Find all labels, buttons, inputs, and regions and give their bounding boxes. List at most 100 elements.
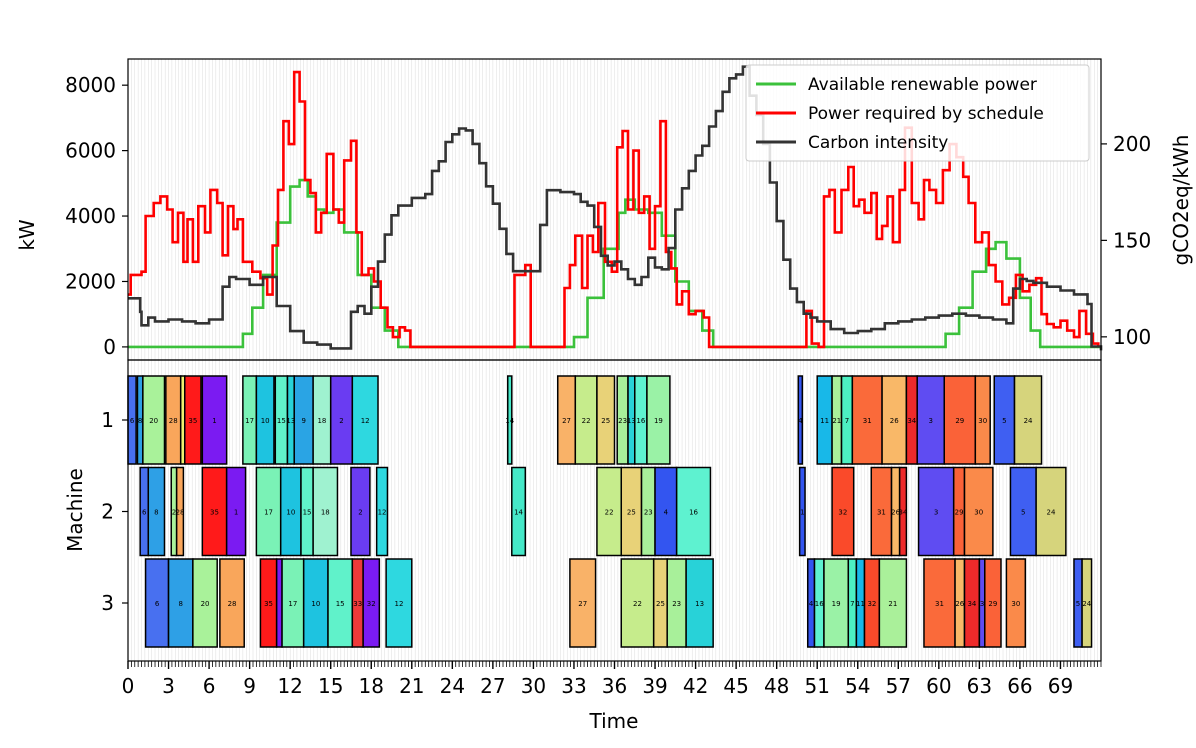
gantt-task-bar bbox=[385, 558, 413, 648]
gantt-task-label: 4 bbox=[809, 600, 814, 608]
x-tick-label: 30 bbox=[521, 674, 546, 698]
gantt-task-label: 28 bbox=[169, 417, 178, 425]
gantt-task-bar bbox=[225, 466, 247, 557]
x-tick-label: 15 bbox=[318, 674, 343, 698]
gantt-task-bar bbox=[923, 558, 956, 648]
gantt-task-label: 16 bbox=[689, 509, 698, 517]
gantt-task-label: 32 bbox=[838, 509, 847, 517]
gantt-task-label: 30 bbox=[974, 509, 983, 517]
gantt-task-bar bbox=[851, 375, 883, 465]
gantt-task-label: 9 bbox=[301, 417, 305, 425]
gantt-task-bar bbox=[327, 558, 354, 648]
y-axis-label-left: kW bbox=[15, 219, 39, 251]
gantt-task-bar bbox=[1035, 466, 1067, 557]
gantt-task-label: 7 bbox=[850, 600, 854, 608]
y-tick-label-left: 6000 bbox=[65, 139, 116, 163]
gantt-task-bar bbox=[201, 466, 228, 557]
gantt-task-label: 25 bbox=[601, 417, 610, 425]
x-tick-label: 57 bbox=[886, 674, 911, 698]
gantt-task-label: 23 bbox=[644, 509, 653, 517]
legend: Available renewable power Power required… bbox=[745, 64, 1090, 162]
x-tick-label: 69 bbox=[1048, 674, 1073, 698]
gantt-task-label: 27 bbox=[578, 600, 587, 608]
gantt-task-label: 1 bbox=[234, 509, 238, 517]
gantt-task-bar bbox=[569, 558, 597, 648]
series-line-2 bbox=[128, 70, 1100, 349]
gantt-task-bar bbox=[685, 558, 714, 648]
gantt-task-bar bbox=[974, 375, 991, 465]
gantt-task-label: 35 bbox=[188, 417, 197, 425]
gantt-task-bar bbox=[312, 466, 339, 557]
gantt-task-label: 15 bbox=[277, 417, 286, 425]
gantt-task-label: 24 bbox=[1024, 417, 1033, 425]
gantt-task-label: 10 bbox=[261, 417, 270, 425]
gantt-task-label: 6 bbox=[130, 417, 135, 425]
x-tick-label: 63 bbox=[967, 674, 992, 698]
x-tick-label: 60 bbox=[926, 674, 951, 698]
legend-box bbox=[745, 64, 1090, 162]
gantt-task-label: 8 bbox=[138, 417, 142, 425]
gantt-task-label: 19 bbox=[832, 600, 841, 608]
gantt-task-label: 14 bbox=[514, 509, 523, 517]
gantt-task-label: 15 bbox=[336, 600, 345, 608]
y-axis-label-right: gCO2eq/kWh bbox=[1169, 135, 1193, 266]
gantt-task-label: 13 bbox=[286, 417, 295, 425]
gantt-task-label: 6 bbox=[155, 600, 160, 608]
y-tick-label-left: 2000 bbox=[65, 269, 116, 293]
gantt-task-label: 26 bbox=[890, 417, 899, 425]
machine-tick-label: 1 bbox=[101, 408, 114, 432]
gantt-task-label: 8 bbox=[178, 600, 182, 608]
gantt-task-label: 2 bbox=[358, 509, 362, 517]
gantt-task-label: 14 bbox=[505, 417, 514, 425]
legend-label-carbon: Carbon intensity bbox=[808, 133, 948, 153]
gantt-task-bar bbox=[675, 466, 712, 557]
x-tick-label: 12 bbox=[277, 674, 302, 698]
gantt-task-bar bbox=[1081, 558, 1093, 648]
gantt-task-label: 35 bbox=[210, 509, 219, 517]
gantt-task-label: 19 bbox=[654, 417, 663, 425]
y-tick-label-right: 150 bbox=[1113, 228, 1151, 252]
gantt-task-bar bbox=[596, 375, 616, 465]
gantt-task-label: 32 bbox=[367, 600, 376, 608]
series-line-3 bbox=[128, 65, 1103, 351]
gantt-task-label: 26 bbox=[955, 600, 964, 608]
gantt-task-label: 1 bbox=[212, 417, 216, 425]
gantt-task-bar bbox=[201, 375, 228, 465]
gantt-task-label: 34 bbox=[967, 600, 976, 608]
x-tick-label: 48 bbox=[764, 674, 789, 698]
gantt-task-bar bbox=[798, 466, 806, 557]
gantt-task-label: 10 bbox=[311, 600, 320, 608]
gantt-task-label: 3 bbox=[928, 417, 932, 425]
gantt-task-label: 17 bbox=[264, 509, 273, 517]
gantt-task-bar bbox=[350, 466, 371, 557]
gantt-task-label: 4 bbox=[664, 509, 669, 517]
gantt-task-bar bbox=[255, 375, 275, 465]
gantt-task-label: 16 bbox=[815, 600, 824, 608]
x-tick-label: 51 bbox=[804, 674, 829, 698]
gantt-task-label: 12 bbox=[361, 417, 370, 425]
gantt-task-label: 4 bbox=[798, 417, 803, 425]
gantt-task-bar bbox=[620, 558, 655, 648]
gantt-task-label: 22 bbox=[633, 600, 642, 608]
gantt-task-label: 31 bbox=[877, 509, 886, 517]
y-tick-label-right: 200 bbox=[1113, 132, 1151, 156]
x-tick-label: 36 bbox=[602, 674, 627, 698]
gantt-task-label: 31 bbox=[935, 600, 944, 608]
gantt-task-label: 3 bbox=[934, 509, 938, 517]
gantt-task-label: 29 bbox=[955, 417, 964, 425]
gantt-task-label: 29 bbox=[988, 600, 997, 608]
x-tick-label: 27 bbox=[480, 674, 505, 698]
gantt-task-label: 27 bbox=[562, 417, 571, 425]
gantt-task-label: 33 bbox=[353, 600, 362, 608]
x-axis-label: Time bbox=[589, 709, 639, 733]
gantt-task-label: 7 bbox=[845, 417, 849, 425]
gantt-task-bar bbox=[963, 466, 994, 557]
gantt-task-label: 35 bbox=[264, 600, 273, 608]
gantt-task-label: 2 bbox=[339, 417, 343, 425]
gantt-task-bar bbox=[167, 558, 194, 648]
gantt-task-bar bbox=[1009, 466, 1037, 557]
gantt-task-bar bbox=[375, 466, 389, 557]
gantt-task-bar bbox=[506, 375, 513, 465]
